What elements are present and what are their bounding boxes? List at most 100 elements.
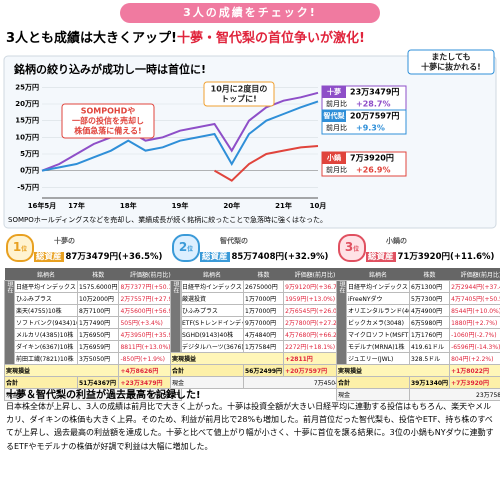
row: マイクロソフト(MSFT)3株1万1760円-1060円(-2.7%) — [337, 328, 500, 341]
owner: 智代梨の — [220, 237, 248, 245]
row: デジタルハーツ(3676)40株1万7584円2272円(+18.1%) — [171, 340, 347, 353]
cash-row: 現金 7万4504円 — [170, 376, 347, 389]
owner: 小鍋の — [386, 237, 407, 245]
change-label: 前月比 — [326, 123, 347, 132]
sum-row: 合計 39万1340円 +7万3920円 — [336, 376, 500, 389]
cell: 現金 — [170, 376, 244, 389]
table: 銘柄名 株数 評価額(前月比) 現在 日経平均インデックス 6万1300円 2万2944円(… — [335, 268, 500, 401]
legend-name: 小鍋 — [326, 153, 341, 162]
legend-tag — [322, 110, 346, 122]
cell: 実現損益 — [3, 364, 120, 377]
cell: 804円(+2.2%) — [449, 352, 500, 365]
cell: +20万7597円 — [283, 364, 347, 377]
cell: 実現損益 — [169, 352, 285, 365]
cell: iFreeNYダウ — [346, 292, 410, 305]
rank: 2 — [178, 240, 188, 254]
side-label: 現在 — [170, 280, 181, 353]
annotation: 一部の投信を売却し — [72, 116, 144, 126]
cell: 1万7000円 — [242, 304, 285, 317]
value-label: 7万3920円 — [350, 154, 394, 163]
cell: オリエンタルランド(4661) — [346, 304, 410, 317]
cell: 9万7000円 — [242, 316, 285, 329]
column-header: 株数 — [77, 268, 119, 281]
cell: ジュエリー(JWL) — [346, 352, 410, 365]
value-label: 23万3479円 — [350, 88, 399, 97]
cell: 328.5ドル — [408, 352, 451, 365]
realized-row: 実現損益 +4万8626円 — [3, 364, 183, 377]
row: ソフトバンク(9434)10株1万7490円505円(+3.4%) — [5, 316, 183, 329]
cell: 厳選投資 — [180, 292, 244, 305]
cell: 23万7580円 — [409, 388, 500, 401]
column-header: 評価額(前月比) — [283, 268, 347, 281]
y-tick-label: 0万円 — [20, 167, 39, 175]
legend-name: 智代梨 — [324, 111, 346, 120]
cell: 現金 — [336, 388, 410, 401]
cell: 1880円(+2.7%) — [449, 316, 500, 329]
cell: 8544円(+10.0%) — [449, 304, 500, 317]
y-tick-label: 20万円 — [15, 100, 39, 108]
cell: 1万6950円 — [76, 328, 120, 341]
cell: 4万4840円 — [242, 328, 285, 341]
owner: 十夢の — [54, 237, 75, 245]
column-header: 評価額(前月比) — [449, 268, 500, 281]
row: 前田工繊(7821)10株 3万5050円 -850円(+1.9%) — [5, 352, 183, 365]
series-line — [213, 145, 319, 182]
x-tick-label: 21年 — [275, 201, 292, 210]
footer-title: 十夢＆智代梨の利益が過去最高を記録した! — [6, 390, 201, 401]
assets: 総資産 85万7408円(+32.9%) — [200, 250, 328, 262]
cell: 合計 — [170, 364, 244, 377]
asset-label: 総資産 — [200, 252, 230, 262]
cell: 実現損益 — [335, 364, 451, 377]
total-assets: 71万3920円(+11.6%) — [397, 252, 495, 262]
row: ダイキン(6367)10株 1万6959円 8811円(+13.0%) — [5, 340, 183, 353]
cell: -1060円(-2.7%) — [449, 328, 500, 341]
legend-tag — [322, 152, 346, 164]
y-tick-label: -5万円 — [17, 183, 39, 191]
x-tick-label: 10月 — [310, 202, 327, 210]
series-line — [41, 100, 319, 172]
cell: 1万7000円 — [242, 292, 285, 305]
rank-suffix: 位 — [21, 246, 28, 253]
row: 楽天(4755)10株 8万7100円 4万5600円(+56.9%) — [5, 304, 183, 317]
cell: 9万7632円 — [76, 388, 183, 401]
column-header: 株数 — [243, 268, 284, 281]
change-label: 前月比 — [326, 99, 347, 108]
cell: ソフトバンク(9434)10株 — [14, 316, 78, 329]
rank: 1 — [12, 240, 22, 254]
annotation-box — [203, 81, 275, 107]
cell: +4万8626円 — [118, 364, 183, 377]
legend-name: 十夢 — [327, 87, 341, 96]
change-label: 前月比 — [326, 165, 347, 174]
cell: 4万7405円(+50.5%) — [449, 292, 500, 305]
column-header: 評価額(前月比) — [118, 268, 182, 281]
change-value: +9.3% — [356, 124, 385, 133]
x-tick-label: 18年 — [120, 201, 137, 210]
cell: 39万1340円 — [408, 376, 451, 389]
cell: 楽天(4755)10株 — [14, 304, 78, 317]
total-assets: 85万7408円(+32.9%) — [231, 252, 329, 262]
annotation: SOMPOHDや — [81, 106, 136, 116]
headline-accent: 十夢・智代梨の首位争いが激化! — [176, 31, 365, 46]
cash-row: 現金 9万7632円 — [4, 388, 183, 401]
cell: ビックカメラ(3048) — [346, 316, 410, 329]
rank-medal: 3位 — [338, 234, 366, 262]
cash-row: 現金23万7580円 — [336, 388, 500, 401]
cell: 8万7100円 — [76, 304, 120, 317]
cell: 前田工繊(7821)10株 — [14, 352, 78, 365]
footer-text: 日本株全体が上昇し、3人の成績は前月比で大きく上がった。十夢は投資全額が大きい日… — [6, 402, 494, 451]
cell: +1万8022円 — [449, 364, 500, 377]
rank: 3 — [344, 240, 354, 254]
annotation: またしても — [431, 52, 470, 62]
change-value: +28.7% — [356, 100, 390, 109]
row: 現在 日経平均インデックス 2675000円 9万9120円(+36.7%) — [170, 280, 347, 353]
table: 銘柄名 株数 評価額(前月比) 現在 日経平均インデックス 1575.6000円 8万737… — [3, 268, 183, 401]
assets: 総資産 87万3479円(+36.5%) — [34, 250, 162, 262]
cell: SGHD(9143)40株 — [180, 328, 244, 341]
headline: 3人とも成績は大きくアップ!十夢・智代梨の首位争いが激化! — [6, 27, 365, 46]
annotation: トップに! — [221, 94, 257, 104]
side-spacer — [4, 268, 15, 281]
y-tick-label: 10万円 — [15, 133, 39, 141]
x-tick-label: 16年5月 — [28, 201, 57, 210]
stock-table: 3位 小鍋の 総資産 71万3920円(+11.6%) 銘柄名 株数 評価額(前月比) 現在日… — [335, 232, 500, 401]
